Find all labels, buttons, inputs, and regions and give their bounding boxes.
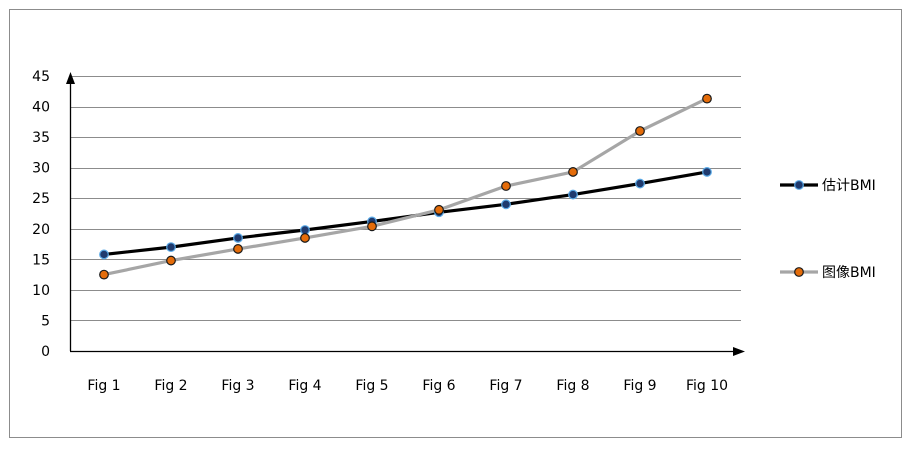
y-tick-label: 30 [32,161,50,177]
legend-marker-1 [794,180,804,190]
data-point-series-1 [233,233,243,243]
data-point-series-2 [166,255,176,266]
data-point-series-2 [367,221,377,232]
y-tick-labels: 0 5 10 15 20 25 30 35 40 45 [32,69,50,360]
y-tick-label: 40 [32,100,50,116]
y-tick-label: 15 [32,252,50,268]
y-tick-label: 45 [32,69,50,85]
x-tick-label: Fig 3 [221,378,254,394]
data-point-series-1 [300,225,310,235]
data-point-series-2 [233,244,243,254]
x-tick-label: Fig 6 [422,378,455,394]
data-point-series-1 [166,242,176,253]
legend-marker-2 [794,267,804,277]
y-tick-label: 10 [32,283,50,299]
x-tick-label: Fig 7 [489,378,522,394]
chart-border [9,9,902,438]
x-tick-label: Fig 4 [288,378,321,394]
y-tick-label: 0 [41,344,50,360]
series [99,93,712,280]
x-axis-arrow [733,347,745,356]
data-point-series-1 [568,189,578,200]
legend: 估计BMI 图像BMI [780,178,876,281]
x-tick-labels: Fig 1 Fig 2 Fig 3 Fig 4 Fig 5 Fig 6 Fig 7 Fig 8… [87,378,728,394]
data-point-series-1 [99,249,109,260]
data-point-series-2 [568,167,578,177]
y-axis-arrow [66,72,75,84]
x-tick-label: Fig 2 [154,378,187,394]
data-point-series-1 [702,167,712,177]
y-tick-label: 5 [41,313,50,329]
x-tick-label: Fig 8 [556,378,589,394]
x-tick-label: Fig 5 [355,378,388,394]
data-point-series-1 [501,199,511,210]
x-tick-label: Fig 9 [623,378,656,394]
series-line-2 [103,97,708,277]
x-tick-label: Fig 1 [87,378,120,394]
y-tick-label: 25 [32,191,50,207]
legend-label-2: 图像BMI [822,265,876,281]
data-point-series-2 [635,126,645,136]
legend-label-1: 估计BMI [822,178,876,194]
axes [66,72,745,356]
x-tick-label: Fig 10 [686,378,728,394]
data-point-series-2 [702,93,712,104]
data-point-series-2 [501,181,511,191]
y-tick-label: 20 [32,222,50,238]
data-point-series-2 [300,233,310,243]
data-point-series-2 [99,269,109,280]
y-tick-label: 35 [32,130,50,146]
data-point-series-2 [434,204,444,215]
data-point-series-1 [635,178,645,189]
